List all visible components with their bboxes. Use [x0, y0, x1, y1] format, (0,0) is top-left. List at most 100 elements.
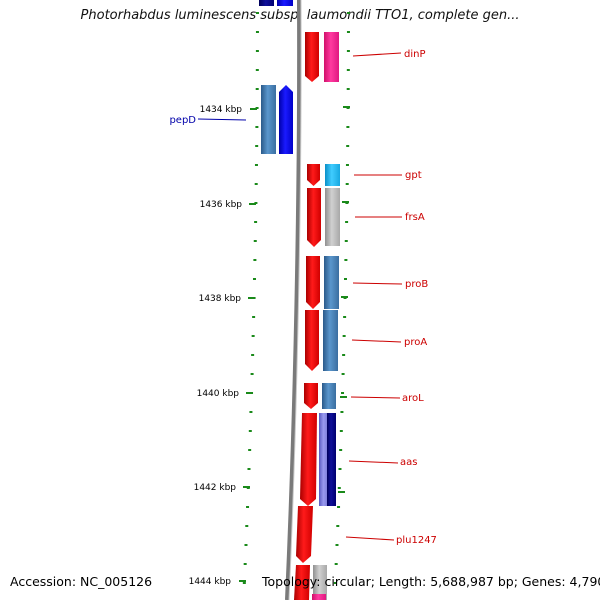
minor-tick-left [252, 278, 256, 280]
minor-tick-right [342, 335, 346, 337]
cds-dinP[interactable] [305, 32, 319, 82]
gene-label-aroL[interactable]: aroL [350, 393, 424, 404]
minor-tick-left [247, 468, 251, 470]
minor-tick-right [346, 126, 350, 128]
gene-label-frsA-text: frsA [405, 212, 425, 223]
cog-aas-1[interactable] [319, 413, 329, 506]
cog-dinP[interactable] [324, 32, 339, 82]
cds-top-partial-1 [259, 0, 274, 6]
minor-tick-right [335, 544, 339, 546]
gene-label-proA[interactable]: proA [351, 337, 427, 348]
cds-pepD[interactable] [279, 85, 293, 154]
minor-tick-left [252, 316, 256, 318]
cds-proB[interactable] [306, 256, 320, 309]
kbp-label-1440: 1440 kbp [197, 389, 240, 399]
cog-aas-2[interactable] [327, 413, 336, 506]
gene-label-dinP-text: dinP [404, 49, 426, 60]
tick-rail-right-major [338, 106, 350, 493]
minor-tick-right [338, 468, 342, 470]
cds-bottom-partial-2 [312, 594, 326, 600]
minor-tick-left [251, 354, 255, 356]
cds-proA[interactable] [305, 310, 319, 371]
minor-tick-right [340, 411, 344, 413]
minor-tick-left [253, 259, 257, 261]
minor-tick-right [333, 582, 337, 584]
minor-tick-right [341, 392, 345, 394]
minor-tick-left [251, 335, 255, 337]
kbp-label-1444: 1444 kbp [189, 577, 232, 587]
gene-label-dinP[interactable]: dinP [352, 49, 426, 60]
minor-tick-right [341, 373, 345, 375]
cog-bottom-partial-1 [313, 565, 327, 600]
genome-backbone [285, 0, 302, 600]
gene-label-pepD[interactable]: pepD [169, 115, 247, 126]
gene-label-gpt[interactable]: gpt [354, 170, 422, 181]
minor-tick-right [339, 430, 343, 432]
cog-proB[interactable] [324, 256, 339, 309]
cog-frsA[interactable] [325, 188, 340, 246]
kbp-tick-1440: 1440 kbp [197, 389, 253, 399]
minor-tick-right [346, 69, 350, 71]
kbp-tick-1442: 1442 kbp [194, 483, 250, 493]
minor-tick-left [255, 69, 259, 71]
kbp-tick-1436: 1436 kbp [200, 200, 256, 210]
cds-top-partial-2 [277, 0, 293, 6]
kbp-label-1438: 1438 kbp [199, 294, 242, 304]
minor-tick-left [255, 145, 259, 147]
minor-tick-right [346, 12, 350, 14]
minor-tick-left [248, 430, 252, 432]
minor-tick-right [343, 316, 347, 318]
kbp-tick-1434: 1434 kbp [200, 105, 257, 115]
gene-label-frsA[interactable]: frsA [355, 212, 425, 223]
cds-gpt[interactable] [307, 164, 320, 186]
gene-label-aroL-text: aroL [402, 393, 424, 404]
kbp-label-1434: 1434 kbp [200, 105, 243, 115]
minor-tick-right [336, 525, 340, 527]
gene-label-plu1247[interactable]: plu1247 [345, 535, 437, 546]
minor-tick-right [346, 88, 350, 90]
minor-tick-right [346, 145, 350, 147]
gene-label-proA-text: proA [404, 337, 427, 348]
gene-label-gpt-text: gpt [405, 170, 422, 181]
minor-tick-right [344, 259, 348, 261]
minor-tick-left [255, 88, 259, 90]
minor-tick-right [345, 183, 349, 185]
cog-pepD[interactable] [261, 85, 276, 154]
gene-label-proB[interactable]: proB [352, 279, 428, 290]
gene-label-proB-text: proB [405, 279, 428, 290]
minor-tick-left [254, 221, 258, 223]
minor-tick-left [255, 126, 259, 128]
minor-tick-right [337, 506, 341, 508]
cog-aroL[interactable] [322, 383, 336, 409]
minor-tick-left [250, 373, 254, 375]
minor-tick-right [334, 563, 338, 565]
minor-tick-left [255, 12, 259, 14]
minor-tick-right [345, 221, 349, 223]
gene-label-aas-text: aas [400, 457, 417, 468]
minor-tick-left [249, 411, 253, 413]
minor-tick-left [248, 449, 252, 451]
minor-tick-right [339, 449, 343, 451]
topology-text: Topology: circular; Length: 5,688,987 bp… [262, 574, 600, 589]
minor-tick-left [243, 563, 247, 565]
accession-text: Accession: NC_005126 [10, 574, 153, 589]
kbp-tick-1438: 1438 kbp [199, 294, 255, 304]
minor-tick-right [346, 50, 350, 52]
cds-aas[interactable] [300, 413, 317, 506]
gene-label-aas[interactable]: aas [348, 457, 417, 468]
minor-tick-right [345, 164, 349, 166]
cds-frsA[interactable] [307, 188, 321, 247]
cds-bottom-partial-1 [294, 565, 310, 600]
cog-proA[interactable] [323, 310, 338, 371]
minor-tick-left [255, 50, 259, 52]
kbp-label-1436: 1436 kbp [200, 200, 243, 210]
cog-gpt[interactable] [325, 164, 340, 186]
minor-tick-right [346, 31, 350, 33]
cds-plu1247[interactable] [296, 506, 313, 563]
minor-tick-left [244, 544, 248, 546]
minor-tick-left [245, 525, 249, 527]
cds-aroL[interactable] [304, 383, 318, 409]
minor-tick-left [255, 107, 259, 109]
minor-tick-right [337, 487, 341, 489]
